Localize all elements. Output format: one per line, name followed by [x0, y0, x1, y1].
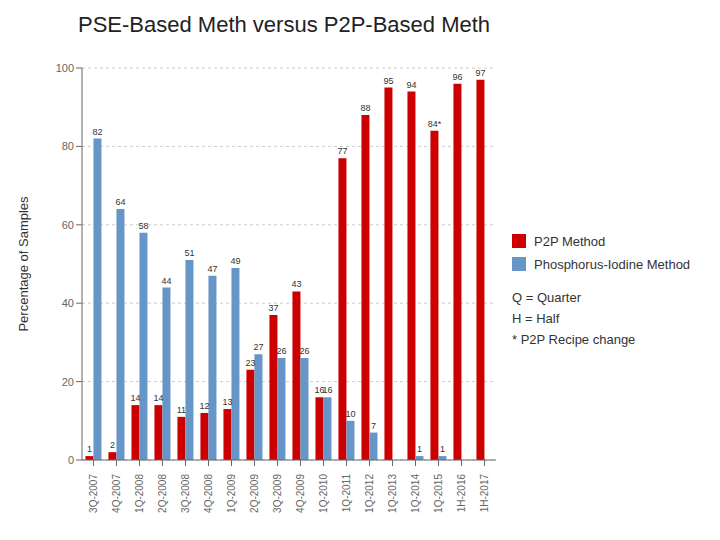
svg-text:Percentage of Samples: Percentage of Samples — [16, 196, 31, 332]
svg-text:14: 14 — [153, 393, 163, 403]
svg-text:40: 40 — [62, 297, 74, 309]
svg-text:1: 1 — [440, 444, 445, 454]
svg-text:2Q-2009: 2Q-2009 — [249, 474, 260, 513]
svg-text:4Q-2009: 4Q-2009 — [295, 474, 306, 513]
svg-text:2Q-2008: 2Q-2008 — [157, 474, 168, 513]
svg-text:1: 1 — [417, 444, 422, 454]
svg-text:58: 58 — [138, 221, 148, 231]
svg-text:3Q-2007: 3Q-2007 — [88, 474, 99, 513]
svg-text:60: 60 — [62, 219, 74, 231]
svg-text:1Q-2008: 1Q-2008 — [134, 474, 145, 513]
svg-text:26: 26 — [276, 346, 286, 356]
svg-text:1Q-2010: 1Q-2010 — [318, 474, 329, 513]
svg-text:94: 94 — [406, 80, 416, 90]
svg-text:0: 0 — [68, 454, 74, 466]
svg-text:51: 51 — [184, 248, 194, 258]
svg-text:1Q-2011: 1Q-2011 — [341, 474, 352, 513]
svg-text:27: 27 — [253, 342, 263, 352]
svg-text:49: 49 — [230, 256, 240, 266]
html-text:Phosphorus-Iodine Method: Phosphorus-Iodine Method — [534, 256, 691, 272]
svg-text:1H-2017: 1H-2017 — [479, 474, 490, 513]
svg-text:12: 12 — [199, 401, 209, 411]
svg-text:47: 47 — [207, 264, 217, 274]
svg-text:1H-2016: 1H-2016 — [456, 474, 467, 513]
svg-text:80: 80 — [62, 140, 74, 152]
svg-text:20: 20 — [62, 376, 74, 388]
svg-text:3Q-2009: 3Q-2009 — [272, 474, 283, 513]
svg-text:1Q-2013: 1Q-2013 — [387, 474, 398, 513]
svg-text:1Q-2014: 1Q-2014 — [410, 474, 421, 513]
svg-text:82: 82 — [92, 127, 102, 137]
svg-text:2: 2 — [110, 440, 115, 450]
svg-text:10: 10 — [345, 409, 355, 419]
svg-text:1: 1 — [87, 444, 92, 454]
svg-text:1Q-2012: 1Q-2012 — [364, 474, 375, 513]
html-text:* P2P Recipe change: * P2P Recipe change — [512, 331, 636, 347]
svg-text:4Q-2008: 4Q-2008 — [203, 474, 214, 513]
svg-text:7: 7 — [371, 421, 376, 431]
svg-text:43: 43 — [291, 279, 301, 289]
html-text:H = Half: H = Half — [512, 310, 560, 326]
html-text:P2P Method: P2P Method — [534, 233, 606, 249]
svg-text:13: 13 — [222, 397, 232, 407]
svg-text:11: 11 — [177, 405, 186, 415]
svg-text:14: 14 — [130, 393, 140, 403]
html-text:PSE-Based Meth versus P2P-Base: PSE-Based Meth versus P2P-Based Meth — [78, 12, 491, 37]
svg-text:95: 95 — [383, 76, 393, 86]
svg-text:4Q-2007: 4Q-2007 — [111, 474, 122, 513]
svg-text:16: 16 — [322, 385, 332, 395]
svg-text:100: 100 — [56, 62, 74, 74]
svg-text:84*: 84* — [428, 119, 442, 129]
svg-text:64: 64 — [115, 197, 125, 207]
svg-text:77: 77 — [337, 146, 347, 156]
svg-text:88: 88 — [360, 103, 370, 113]
svg-text:97: 97 — [475, 68, 485, 78]
svg-text:96: 96 — [452, 72, 462, 82]
svg-text:44: 44 — [161, 276, 171, 286]
svg-text:37: 37 — [268, 303, 278, 313]
svg-text:26: 26 — [299, 346, 309, 356]
svg-text:1Q-2015: 1Q-2015 — [433, 474, 444, 513]
svg-text:16: 16 — [314, 385, 325, 396]
svg-text:1Q-2009: 1Q-2009 — [226, 474, 237, 513]
svg-text:3Q-2008: 3Q-2008 — [180, 474, 191, 513]
svg-text:23: 23 — [245, 358, 255, 368]
html-text:Q = Quarter: Q = Quarter — [512, 289, 581, 305]
